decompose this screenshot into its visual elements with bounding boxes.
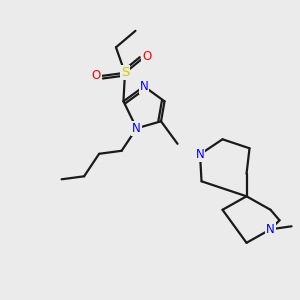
Text: N: N (266, 223, 275, 236)
Text: S: S (121, 66, 129, 79)
Text: N: N (196, 148, 204, 161)
Text: O: O (142, 50, 152, 63)
Text: N: N (132, 122, 141, 135)
Text: N: N (140, 80, 148, 93)
Text: O: O (92, 69, 101, 82)
